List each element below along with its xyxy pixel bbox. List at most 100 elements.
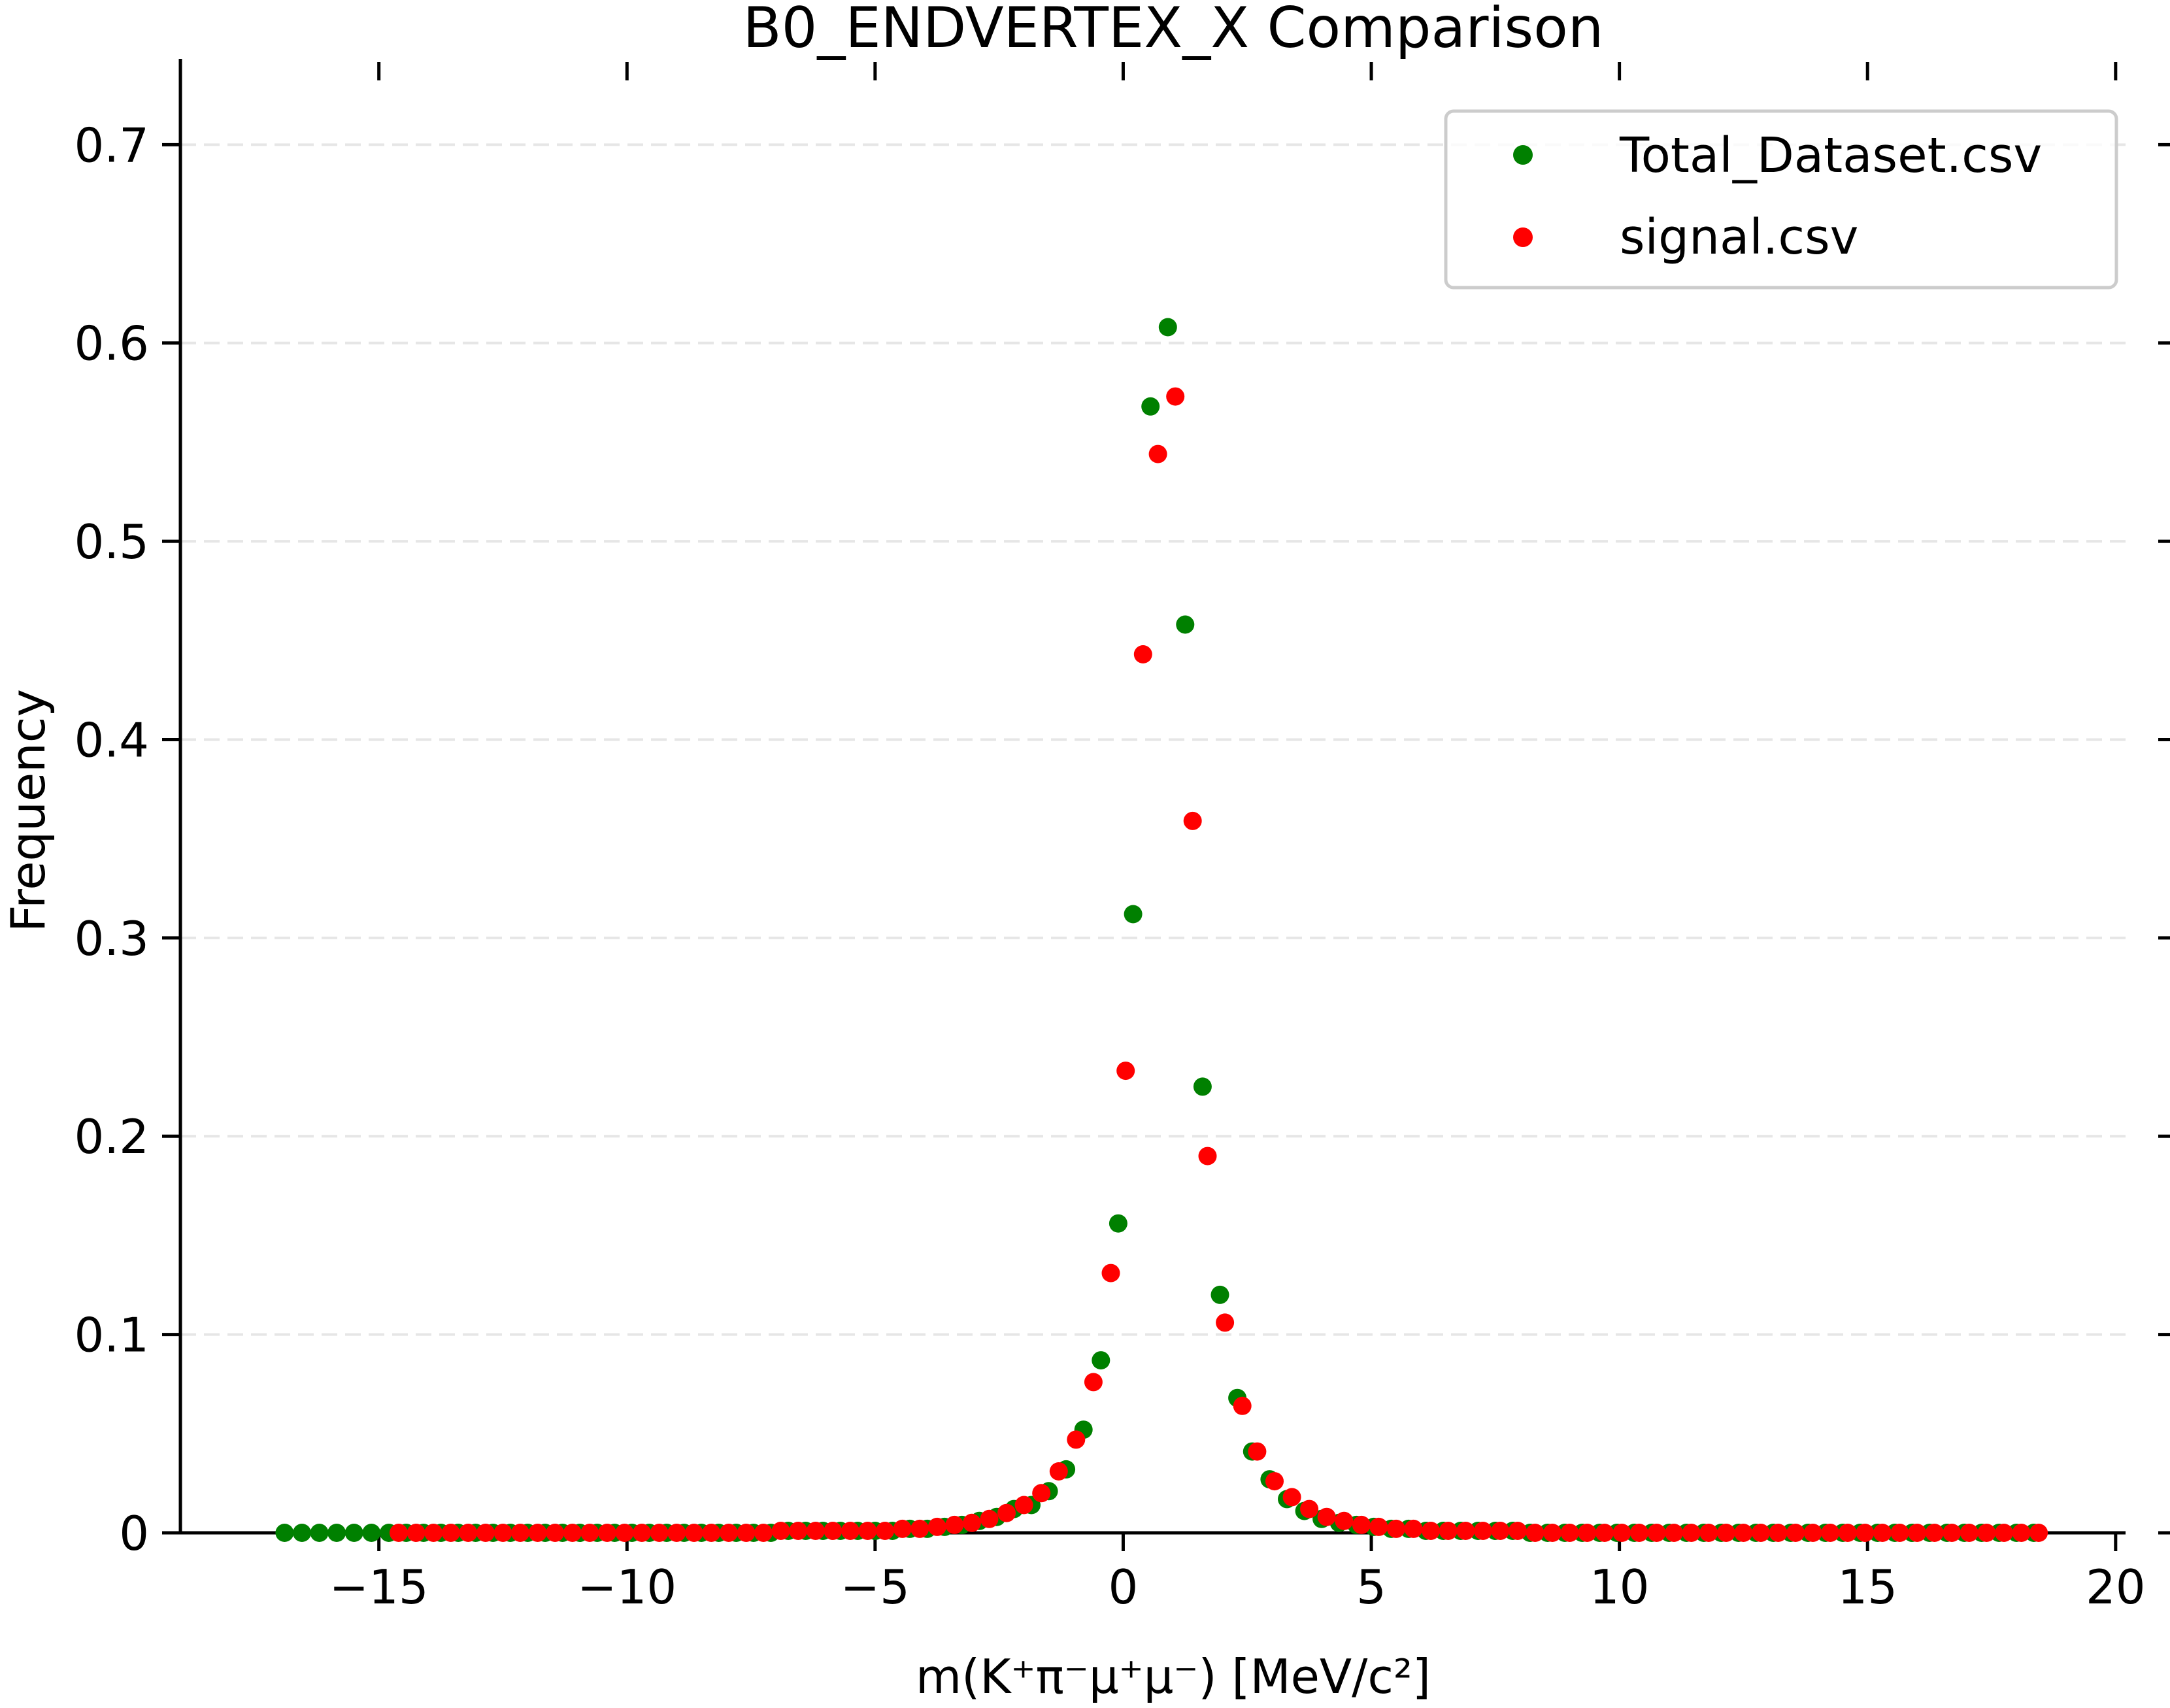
data-point: [806, 1522, 825, 1540]
data-point: [1248, 1442, 1267, 1461]
data-point: [633, 1524, 651, 1542]
grid-lines: [180, 143, 2126, 1336]
data-point: [1193, 1077, 1212, 1096]
data-point: [1265, 1472, 1284, 1491]
y-axis-ticks: 0 0.1 0.2 0.3 0.4 0.5 0.6 0.7: [74, 118, 180, 1561]
data-point: [344, 1524, 363, 1542]
data-point: [1526, 1524, 1544, 1542]
x-tick-label: 0: [1109, 1560, 1139, 1615]
data-point: [511, 1524, 529, 1542]
chart-title: B0_ENDVERTEX_X Comparison: [743, 0, 1604, 61]
legend-box: [1444, 109, 2118, 290]
data-point: [493, 1524, 512, 1542]
data-point: [310, 1524, 329, 1542]
data-point: [1821, 1524, 1840, 1542]
data-point: [563, 1524, 582, 1542]
legend-marker-signal: [1513, 227, 1533, 247]
data-point: [1317, 1507, 1336, 1526]
data-point: [1838, 1524, 1857, 1542]
data-point: [980, 1509, 999, 1528]
x-axis-ticks: −15 −10 −5 0 5 10 15 20: [329, 1533, 2146, 1615]
data-point: [1109, 1214, 1127, 1233]
data-point: [1158, 318, 1177, 337]
data-point: [1456, 1522, 1475, 1540]
data-point: [684, 1524, 703, 1542]
data-point: [1665, 1524, 1684, 1542]
data-point: [702, 1524, 721, 1542]
y-tick-label: 0.7: [74, 118, 149, 173]
data-point: [893, 1519, 912, 1538]
data-point: [1682, 1524, 1701, 1542]
data-point: [1166, 387, 1185, 406]
data-point: [275, 1524, 294, 1542]
data-point: [528, 1524, 547, 1542]
data-point: [1977, 1524, 1996, 1542]
data-point: [1578, 1524, 1597, 1542]
data-point: [1387, 1519, 1405, 1538]
data-point: [1141, 397, 1160, 416]
x-tick-label: 15: [1837, 1560, 1897, 1615]
y-tick-label: 0.6: [74, 316, 149, 371]
data-point: [1560, 1524, 1579, 1542]
data-point: [1786, 1524, 1805, 1542]
data-point: [580, 1524, 599, 1542]
data-point: [1282, 1488, 1301, 1507]
data-point: [2012, 1524, 2031, 1542]
legend: Total_Dataset.csv signal.csv: [1444, 109, 2118, 290]
data-point: [719, 1524, 738, 1542]
y-tick-label: 0.1: [74, 1308, 149, 1363]
data-point: [789, 1522, 808, 1540]
data-point: [546, 1524, 565, 1542]
data-point: [927, 1517, 946, 1536]
series-layer: [275, 318, 2048, 1542]
data-point: [1233, 1396, 1252, 1415]
series-1: [390, 387, 2048, 1542]
data-point: [424, 1524, 443, 1542]
data-point: [1300, 1499, 1319, 1518]
data-point: [1067, 1430, 1086, 1449]
data-point: [390, 1524, 408, 1542]
data-point: [1133, 645, 1152, 663]
data-point: [1216, 1313, 1235, 1332]
data-point: [1473, 1522, 1492, 1540]
right-axis-ticks: [2158, 142, 2170, 1535]
data-point: [1752, 1524, 1770, 1542]
data-point: [615, 1524, 634, 1542]
top-axis-ticks: [377, 62, 2118, 80]
x-tick-label: −10: [577, 1560, 676, 1615]
data-point: [597, 1524, 616, 1542]
data-point: [1101, 1264, 1120, 1282]
data-point: [1769, 1524, 1788, 1542]
x-tick-label: −5: [841, 1560, 910, 1615]
data-point: [1148, 444, 1167, 463]
data-point: [1960, 1524, 1978, 1542]
x-tick-label: 5: [1356, 1560, 1386, 1615]
data-point: [737, 1524, 756, 1542]
data-point: [1734, 1524, 1753, 1542]
data-point: [1612, 1524, 1631, 1542]
x-tick-label: 10: [1590, 1560, 1650, 1615]
data-point: [1908, 1524, 1927, 1542]
data-point: [1890, 1524, 1909, 1542]
data-point: [1873, 1524, 1892, 1542]
data-point: [667, 1524, 686, 1542]
data-point: [1014, 1496, 1033, 1515]
x-tick-label: 20: [2086, 1560, 2146, 1615]
data-point: [1630, 1524, 1648, 1542]
data-point: [754, 1524, 773, 1542]
data-point: [876, 1522, 894, 1540]
data-point: [1856, 1524, 1875, 1542]
data-point: [1925, 1524, 1944, 1542]
data-point: [1198, 1147, 1217, 1165]
data-point: [1369, 1517, 1388, 1536]
data-point: [997, 1503, 1016, 1522]
data-point: [2029, 1524, 2048, 1542]
data-point: [1032, 1484, 1051, 1503]
y-axis-label: Frequency: [1, 689, 56, 932]
data-point: [1210, 1285, 1229, 1304]
data-point: [1422, 1522, 1441, 1540]
data-point: [476, 1524, 495, 1542]
data-point: [1716, 1524, 1735, 1542]
x-axis-label: m(K⁺π⁻μ⁺μ⁻) [MeV/c²]: [916, 1649, 1431, 1704]
data-point: [1647, 1524, 1666, 1542]
